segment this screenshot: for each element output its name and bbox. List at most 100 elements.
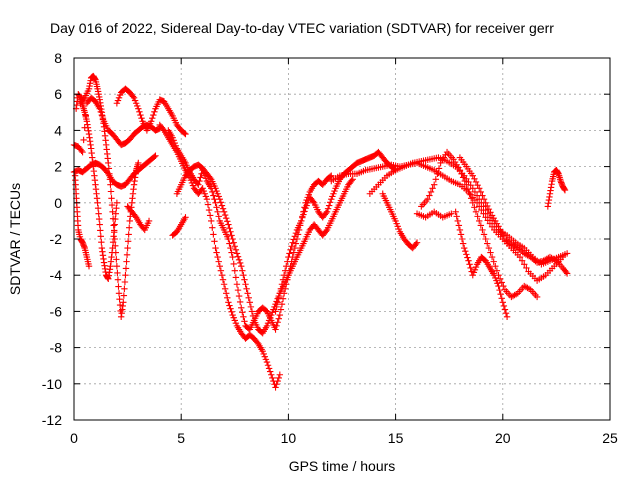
data-point-plus <box>461 244 468 252</box>
y-tick-label: -2 <box>50 231 63 247</box>
y-tick-label: 2 <box>54 159 62 175</box>
axis-ticks <box>73 57 611 421</box>
data-point-plus <box>215 258 222 265</box>
data-point-plus <box>264 362 272 369</box>
data-point-plus <box>533 293 541 301</box>
data-point-plus <box>169 134 176 141</box>
data-point-plus <box>284 258 291 265</box>
data-point-plus <box>273 298 280 305</box>
data-point-plus <box>287 246 294 254</box>
data-point-plus <box>138 114 145 122</box>
data-point-plus <box>145 217 153 225</box>
data-point-plus <box>135 159 142 167</box>
data-point-plus <box>113 256 120 263</box>
data-point-plus <box>278 300 286 308</box>
data-point-plus <box>448 210 455 217</box>
data-point-plus <box>275 374 282 382</box>
data-point-plus <box>265 317 273 324</box>
data-point-plus <box>226 224 233 232</box>
data-point-plus <box>464 254 471 261</box>
data-point-plus <box>137 111 144 119</box>
series-track-d <box>70 152 159 190</box>
data-point-plus <box>238 262 245 270</box>
data-point-plus <box>304 199 311 206</box>
data-point-plus <box>181 129 188 137</box>
data-point-plus <box>188 179 196 187</box>
x-tick-labels: 0 5 10 15 20 25 <box>70 430 618 446</box>
data-point-plus <box>225 221 232 228</box>
data-point-plus <box>476 217 483 225</box>
data-point-plus <box>212 185 219 192</box>
data-point-plus <box>331 187 338 195</box>
data-point-plus <box>458 235 466 243</box>
data-point-plus <box>131 97 139 104</box>
data-point-plus <box>199 185 206 192</box>
data-point-plus <box>290 236 297 243</box>
data-point-plus <box>467 264 474 272</box>
data-point-plus <box>243 285 250 292</box>
data-point-plus <box>79 148 86 156</box>
data-point-plus <box>476 185 483 192</box>
data-point-plus <box>298 217 305 225</box>
data-point-plus <box>432 176 439 183</box>
data-point-plus <box>230 239 237 246</box>
data-point-plus <box>212 199 219 206</box>
data-point-plus <box>273 322 280 330</box>
data-point-plus <box>228 232 235 239</box>
data-point-plus <box>210 231 217 238</box>
data-point-plus <box>240 313 247 321</box>
data-point-plus <box>229 253 236 261</box>
data-point-plus <box>203 195 211 203</box>
data-point-plus <box>277 306 285 313</box>
data-point-plus <box>289 239 296 246</box>
data-point-plus <box>496 286 503 294</box>
data-point-plus <box>228 308 235 316</box>
data-point-plus <box>563 270 571 277</box>
data-point-plus <box>393 220 400 227</box>
data-point-plus <box>114 276 122 283</box>
data-point-plus <box>112 215 119 223</box>
data-point-plus <box>219 276 227 283</box>
data-point-plus <box>94 199 101 206</box>
data-point-plus <box>115 290 123 297</box>
data-point-plus <box>221 211 229 219</box>
data-point-plus <box>563 250 571 257</box>
data-point-plus <box>151 108 158 116</box>
data-point-plus <box>150 111 157 119</box>
data-point-plus <box>95 210 102 217</box>
data-point-plus <box>136 108 143 116</box>
data-point-plus <box>458 170 465 178</box>
data-point-plus <box>260 350 267 358</box>
data-point-plus <box>232 246 240 254</box>
data-point-plus <box>303 202 310 209</box>
data-point-plus <box>105 159 112 167</box>
data-point-plus <box>229 235 236 243</box>
data-point-plus <box>479 226 486 234</box>
data-point-plus <box>275 294 282 302</box>
data-point-plus <box>231 317 238 324</box>
data-point-plus <box>454 217 461 225</box>
data-point-plus <box>274 377 281 385</box>
data-point-plus <box>116 91 124 99</box>
data-point-plus <box>494 280 501 287</box>
data-point-plus <box>151 153 158 160</box>
data-point-plus <box>496 275 504 283</box>
data-point-plus <box>218 272 226 279</box>
data-point-plus <box>309 198 317 205</box>
series-track-o <box>379 190 421 252</box>
data-point-plus <box>200 187 207 195</box>
data-point-plus <box>122 265 130 272</box>
data-point-plus <box>480 195 488 203</box>
data-point-plus <box>324 205 332 212</box>
data-point-plus <box>220 281 228 288</box>
data-point-plus <box>452 208 459 216</box>
data-point-plus <box>111 227 118 234</box>
data-point-plus <box>561 186 569 194</box>
data-point-plus <box>214 190 221 197</box>
data-point-plus <box>210 192 217 199</box>
data-point-plus <box>503 313 511 321</box>
data-point-plus <box>473 192 481 199</box>
data-point-plus <box>249 312 257 320</box>
data-point-plus <box>395 225 403 233</box>
